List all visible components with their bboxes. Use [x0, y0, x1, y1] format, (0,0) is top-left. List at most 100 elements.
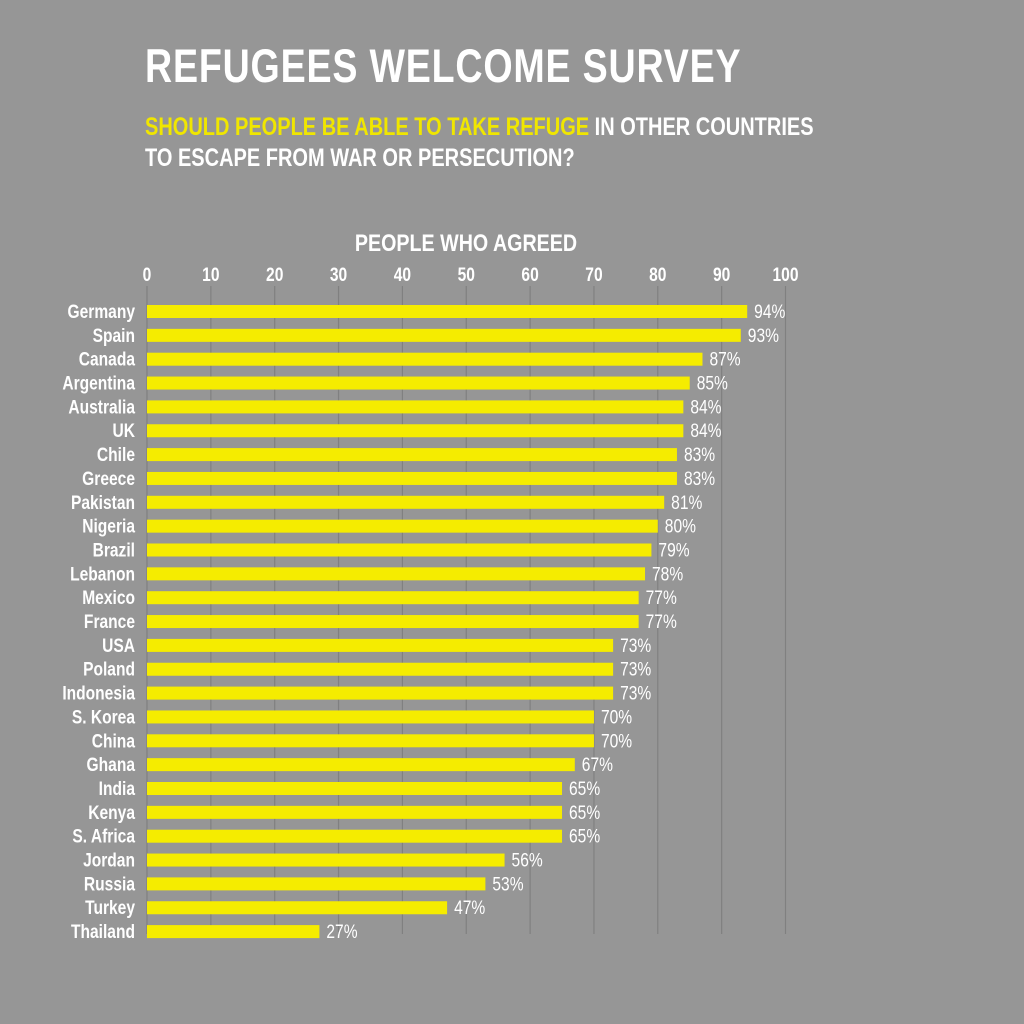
category-label: Russia	[84, 873, 135, 895]
chart-subtitle: SHOULD PEOPLE BE ABLE TO TAKE REFUGE IN …	[145, 112, 814, 174]
value-label: 73%	[620, 682, 651, 704]
category-label: Spain	[93, 324, 135, 346]
bar	[147, 352, 703, 366]
bar	[147, 686, 614, 700]
category-label: Australia	[68, 396, 135, 418]
x-tick-label: 60	[521, 264, 538, 286]
category-label: S. Africa	[72, 825, 135, 847]
value-label: 27%	[326, 921, 357, 943]
subtitle-highlight: SHOULD PEOPLE BE ABLE TO TAKE REFUGE	[145, 113, 590, 141]
x-tick-label: 0	[143, 264, 152, 286]
bar	[147, 543, 652, 557]
bar	[147, 877, 486, 891]
bar	[147, 328, 741, 342]
value-label: 73%	[620, 658, 651, 680]
value-label: 65%	[569, 825, 600, 847]
bar	[147, 782, 563, 795]
category-label: Indonesia	[62, 682, 135, 704]
value-label: 65%	[569, 778, 600, 800]
x-tick-label: 70	[585, 264, 602, 286]
bar	[147, 710, 594, 724]
x-tick-label: 10	[202, 264, 219, 286]
category-label: S. Korea	[72, 706, 135, 728]
category-label: UK	[113, 420, 136, 442]
category-label: Thailand	[71, 921, 135, 943]
category-label: France	[84, 611, 135, 633]
value-label: 84%	[690, 420, 721, 442]
bar	[147, 519, 658, 533]
subtitle-line-2: TO ESCAPE FROM WAR OR PERSECUTION?	[145, 144, 575, 172]
bar	[147, 805, 563, 819]
bar	[147, 901, 448, 915]
value-label: 83%	[684, 467, 715, 489]
category-label: Brazil	[93, 539, 135, 561]
value-label: 87%	[709, 348, 740, 370]
category-label: Turkey	[85, 897, 135, 919]
value-label: 73%	[620, 634, 651, 656]
bar	[147, 424, 684, 438]
chart-title: REFUGEES WELCOME SURVEY	[145, 39, 742, 92]
category-label: Poland	[83, 658, 135, 680]
category-label: Nigeria	[82, 515, 135, 537]
category-label: Canada	[79, 348, 136, 370]
bar	[147, 495, 665, 509]
bar	[147, 925, 320, 939]
bar	[147, 471, 677, 485]
bar	[147, 615, 639, 629]
category-label: India	[99, 778, 136, 800]
value-label: 47%	[454, 897, 485, 919]
value-label: 77%	[646, 611, 677, 633]
x-axis-ticks: 0 10 20 30 40 50 60 70 80 90 100	[143, 264, 799, 286]
subtitle-rest: IN OTHER COUNTRIES	[589, 113, 814, 141]
value-label: 81%	[671, 491, 702, 513]
bar	[147, 853, 505, 867]
category-label: Jordan	[83, 849, 135, 871]
bar	[147, 591, 639, 605]
value-labels: 94%93%87%85%84%84%83%83%81%80%79%78%77%7…	[326, 301, 785, 943]
x-tick-label: 30	[330, 264, 347, 286]
x-tick-label: 80	[649, 264, 666, 286]
bar	[147, 567, 646, 581]
value-label: 93%	[748, 324, 779, 346]
value-label: 84%	[690, 396, 721, 418]
category-label: Argentina	[62, 372, 135, 394]
category-label: China	[92, 730, 136, 752]
value-label: 80%	[665, 515, 696, 537]
category-labels: GermanySpainCanadaArgentinaAustraliaUKCh…	[62, 301, 135, 943]
value-label: 56%	[512, 849, 543, 871]
bar	[147, 400, 684, 414]
bar	[147, 758, 575, 772]
value-label: 65%	[569, 801, 600, 823]
value-label: 67%	[582, 754, 613, 776]
x-tick-label: 40	[394, 264, 411, 286]
bar	[147, 829, 563, 843]
bar	[147, 662, 614, 676]
axis-title: PEOPLE WHO AGREED	[355, 229, 577, 256]
value-label: 83%	[684, 444, 715, 466]
value-label: 94%	[754, 301, 785, 323]
value-label: 78%	[652, 563, 683, 585]
category-label: Kenya	[88, 801, 135, 823]
value-label: 77%	[646, 587, 677, 609]
x-tick-label: 100	[773, 264, 799, 286]
category-label: Chile	[97, 444, 135, 466]
category-label: Greece	[82, 467, 135, 489]
bar	[147, 376, 690, 390]
bars	[147, 305, 748, 939]
category-label: Mexico	[82, 587, 135, 609]
value-label: 70%	[601, 730, 632, 752]
x-tick-label: 20	[266, 264, 283, 286]
value-label: 53%	[492, 873, 523, 895]
value-label: 79%	[658, 539, 689, 561]
category-label: Germany	[68, 301, 136, 323]
category-label: Lebanon	[70, 563, 135, 585]
category-label: USA	[102, 634, 135, 656]
x-tick-label: 90	[713, 264, 730, 286]
bar	[147, 638, 614, 652]
gridlines	[146, 286, 787, 934]
value-label: 85%	[697, 372, 728, 394]
value-label: 70%	[601, 706, 632, 728]
category-label: Pakistan	[71, 491, 135, 513]
bar	[147, 448, 677, 462]
